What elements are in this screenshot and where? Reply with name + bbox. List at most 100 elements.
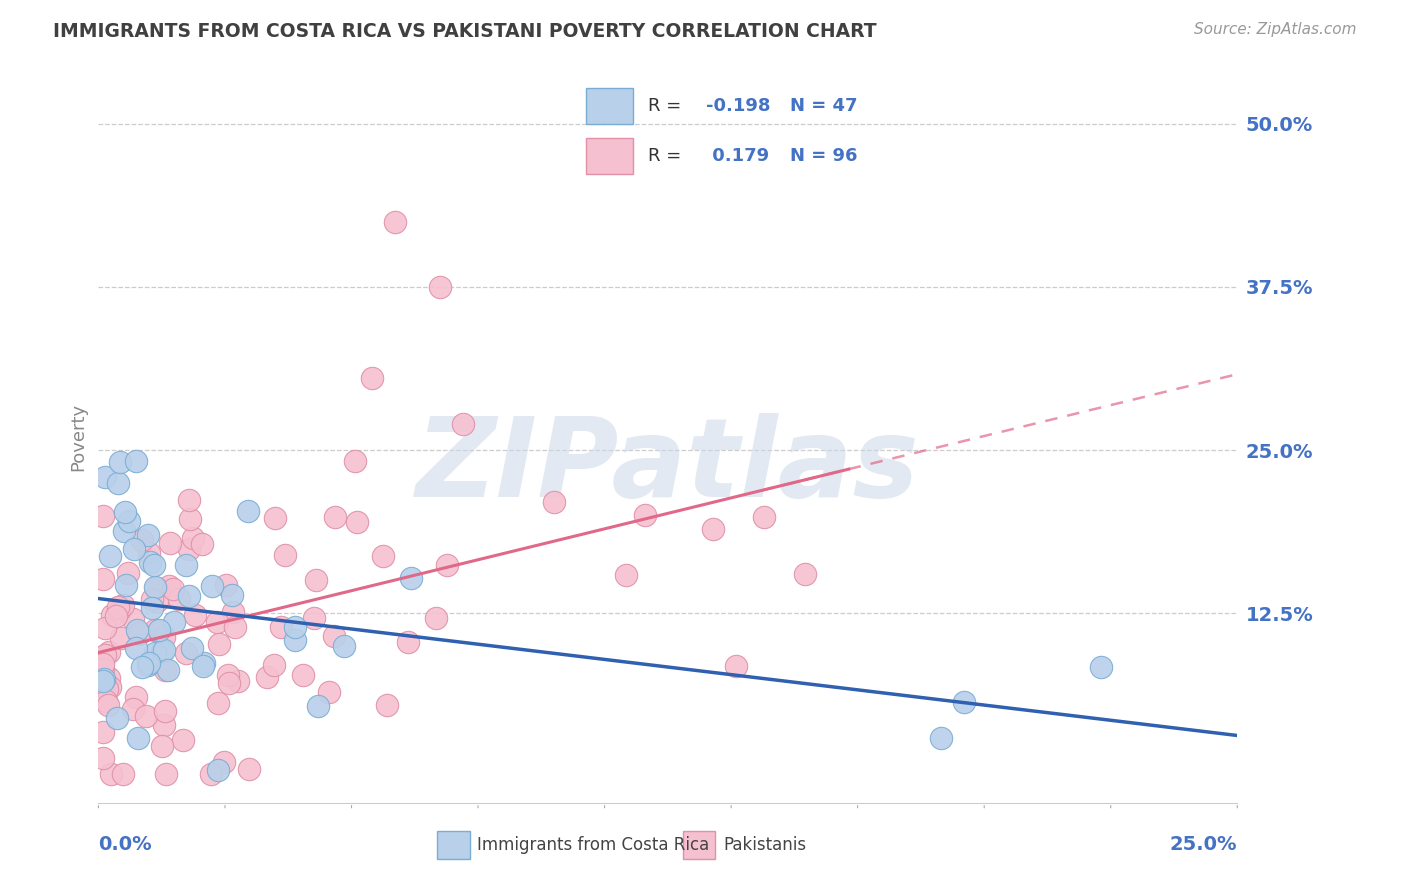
Point — [429, 280, 451, 294]
Point — [143, 646, 166, 660]
Point — [125, 454, 148, 468]
Point — [141, 591, 163, 606]
Point — [179, 492, 201, 507]
Point — [177, 542, 200, 557]
Point — [125, 623, 148, 637]
Point — [128, 627, 150, 641]
Point — [224, 620, 246, 634]
Point — [702, 521, 724, 535]
Point — [91, 669, 114, 683]
Point — [138, 546, 160, 560]
Point — [177, 589, 200, 603]
Point — [163, 615, 186, 629]
Point — [183, 608, 205, 623]
Point — [138, 656, 160, 670]
Point — [91, 662, 114, 676]
Point — [111, 767, 134, 781]
Point — [214, 755, 236, 769]
Point — [323, 629, 346, 643]
Point — [125, 690, 148, 704]
Point — [146, 594, 169, 608]
Point — [754, 509, 776, 524]
Point — [179, 512, 201, 526]
Point — [375, 698, 398, 712]
Point — [176, 646, 198, 660]
Point — [634, 508, 657, 523]
Point — [208, 637, 231, 651]
Point — [263, 657, 285, 672]
Point — [145, 580, 167, 594]
Point — [107, 475, 129, 490]
Y-axis label: Poverty: Poverty — [69, 403, 87, 471]
Text: 0.0%: 0.0% — [98, 836, 152, 855]
Point — [91, 508, 114, 523]
Point — [153, 663, 176, 677]
Point — [157, 579, 180, 593]
Point — [142, 558, 165, 572]
Text: IMMIGRANTS FROM COSTA RICA VS PAKISTANI POVERTY CORRELATION CHART: IMMIGRANTS FROM COSTA RICA VS PAKISTANI … — [53, 22, 877, 41]
Point — [180, 641, 202, 656]
Point — [153, 718, 176, 732]
Point — [614, 568, 637, 582]
Point — [1090, 659, 1112, 673]
Point — [110, 602, 132, 616]
Point — [207, 763, 229, 777]
Point — [94, 648, 117, 662]
Point — [360, 371, 382, 385]
Point — [122, 612, 145, 626]
Text: ZIPatlas: ZIPatlas — [416, 413, 920, 520]
Point — [136, 657, 159, 672]
Point — [111, 598, 134, 612]
Point — [222, 605, 245, 619]
Point — [131, 533, 153, 548]
Point — [451, 417, 474, 431]
Point — [98, 549, 121, 564]
Point — [181, 531, 204, 545]
Point — [174, 558, 197, 573]
Point — [436, 558, 458, 572]
Point — [333, 639, 356, 653]
Point — [274, 549, 297, 563]
Point — [302, 611, 325, 625]
Point — [226, 673, 249, 688]
Point — [145, 582, 167, 596]
Point — [139, 555, 162, 569]
Point — [94, 694, 117, 708]
Point — [384, 214, 406, 228]
Point — [91, 724, 114, 739]
Point — [96, 682, 118, 697]
Point — [100, 767, 122, 781]
Point — [110, 632, 132, 646]
Point — [191, 537, 214, 551]
Point — [543, 495, 565, 509]
Point — [217, 668, 239, 682]
Point — [155, 704, 177, 718]
Point — [396, 635, 419, 649]
Point — [122, 541, 145, 556]
Point — [118, 515, 141, 529]
Point — [98, 645, 121, 659]
Point — [125, 640, 148, 655]
Point — [91, 572, 114, 586]
Point — [157, 663, 180, 677]
Point — [191, 658, 214, 673]
Point — [105, 711, 128, 725]
Point — [236, 504, 259, 518]
Point — [136, 528, 159, 542]
Point — [128, 626, 150, 640]
Point — [141, 601, 163, 615]
Point — [93, 469, 115, 483]
Text: Source: ZipAtlas.com: Source: ZipAtlas.com — [1194, 22, 1357, 37]
Point — [135, 708, 157, 723]
Point — [793, 567, 815, 582]
Point — [343, 454, 366, 468]
Point — [148, 623, 170, 637]
Point — [108, 603, 131, 617]
Point — [98, 680, 121, 694]
Point — [215, 578, 238, 592]
Point — [307, 699, 329, 714]
Point — [256, 670, 278, 684]
Point — [425, 611, 447, 625]
Point — [131, 660, 153, 674]
Point — [93, 621, 115, 635]
